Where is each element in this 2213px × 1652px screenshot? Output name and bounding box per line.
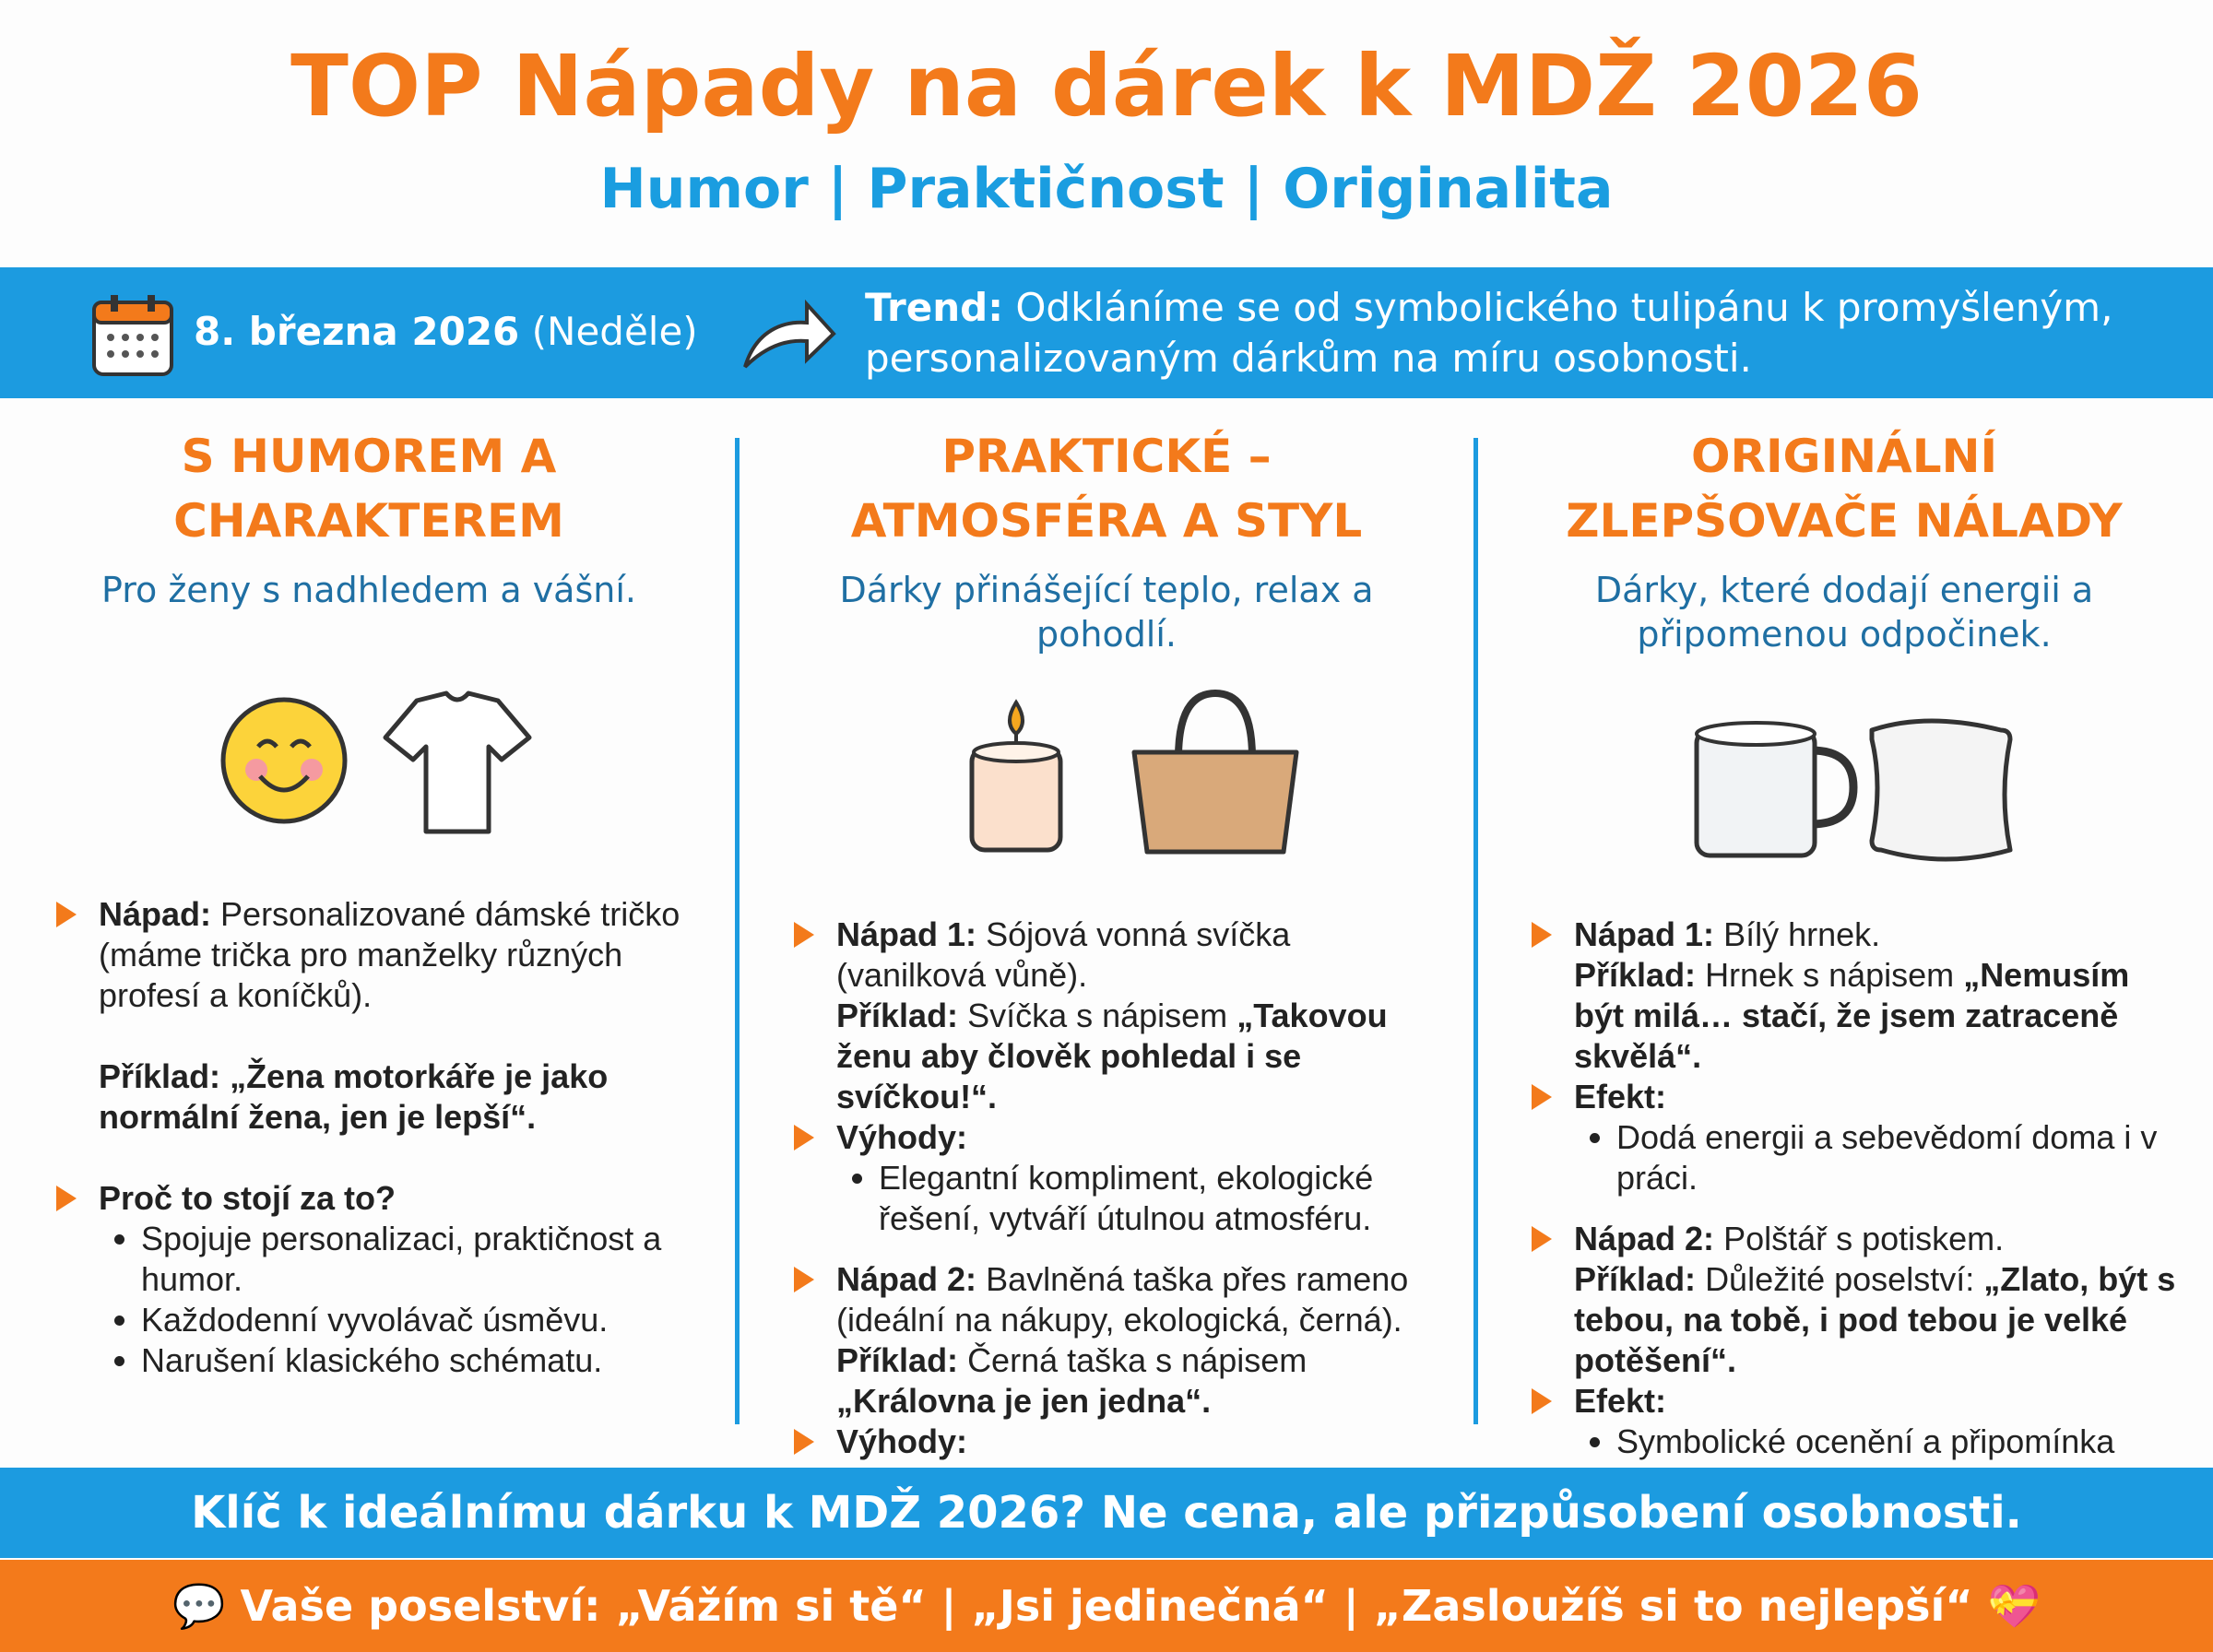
benefit-label: Výhody:: [794, 1422, 1448, 1462]
bullet: Každodenní vyvolávač úsměvu.: [141, 1300, 710, 1340]
example: Příklad: Černá taška s nápisem „Královna…: [836, 1340, 1448, 1422]
example-label: Příklad:: [99, 1057, 221, 1095]
icons: [969, 689, 1299, 855]
banner: [0, 267, 2213, 398]
idea-text: Sójová vonná svíčka (vanilková vůně).: [836, 915, 1291, 994]
idea-label: Nápad:: [99, 895, 212, 933]
column: PRAKTICKÉ – ATMOSFÉRA A STYL Dárky přináš…: [738, 424, 1475, 1541]
divider: [1473, 438, 1478, 1424]
column-subtitle: Dárky přinášející teplo, relax a pohodlí…: [839, 570, 1374, 655]
column-subtitle: Pro ženy s nadhledem a vášní.: [101, 570, 636, 610]
bullet: Elegantní kompliment, ekologické řešení,…: [879, 1158, 1448, 1239]
icons: [0, 655, 738, 867]
idea-text: Personalizované dámské tričko (máme trič…: [99, 895, 680, 1014]
calendar-icon: [92, 295, 173, 376]
arrow-icon: [743, 299, 836, 369]
trend-text: Odkláníme se od symbolického tulipánu k …: [865, 285, 2113, 381]
example-text: Hrnek s nápisem: [1705, 956, 1955, 994]
example-quote: „Nemusím být milá… stačí, že jsem zatrac…: [1574, 956, 2130, 1075]
benefit-label: Efekt:: [1532, 1077, 2185, 1117]
trend: Trend: Odkláníme se od symbolického tuli…: [865, 282, 2174, 384]
example-label: Příklad:: [836, 1341, 959, 1379]
benefit-label: Efekt:: [1532, 1381, 2185, 1422]
bullet: Spojuje personalizaci, praktičnost a hum…: [141, 1219, 710, 1300]
column-body: Nápad 1: Sójová vonná svíčka (vanilková …: [794, 914, 1448, 1543]
day: (Neděle): [531, 309, 698, 354]
idea: Nápad 1: Bílý hrnek.: [1532, 914, 2185, 955]
idea-text: Bílý hrnek.: [1723, 915, 1881, 953]
icons: [220, 690, 532, 834]
benefit-label: Výhody:: [794, 1117, 1448, 1158]
example-quote: „Žena motorkáře je jako normální žena, j…: [99, 1057, 609, 1136]
example: Příklad: Důležité poselství: „Zlato, být…: [1574, 1259, 2185, 1381]
example-quote: „Zlato, být s tebou, na tobě, i pod tebo…: [1574, 1260, 2176, 1379]
example-text: Svíčka s nápisem: [967, 997, 1228, 1034]
idea: Nápad 2: Polštář s potiskem.: [1532, 1219, 2185, 1259]
idea-label: Nápad 2:: [1574, 1220, 1715, 1257]
idea: Nápad: Personalizované dámské tričko (má…: [56, 894, 710, 1016]
message-label: Vaše poselství:: [240, 1581, 601, 1631]
example: Příklad: Svíčka s nápisem „Takovou ženu …: [836, 996, 1448, 1117]
idea: Nápad 2: Bavlněná taška přes rameno (ide…: [794, 1259, 1448, 1340]
example-label: Příklad:: [1574, 956, 1697, 994]
icons: [1475, 675, 2213, 887]
example-label: Příklad:: [836, 997, 959, 1034]
date-text: 8. března 2026: [194, 309, 520, 354]
bullet: Narušení klasického schématu.: [141, 1340, 710, 1381]
example: Příklad: „Žena motorkáře je jako normáln…: [99, 1056, 710, 1138]
example-quote: „Královna je jen jedna“.: [836, 1382, 1212, 1420]
column-title: ORIGINÁLNÍ ZLEPŠOVAČE NÁLADY: [1566, 430, 2123, 548]
column: S HUMOREM A CHARAKTEREM Pro ženy s nadhle…: [0, 424, 738, 1429]
example-quote: „Takovou ženu aby člověk pohledal i se s…: [836, 997, 1388, 1115]
icons: [738, 675, 1475, 887]
message-bar: 💬 Vaše poselství: „Vážím si tě“ | „Jsi j…: [0, 1560, 2213, 1652]
idea: Nápad 1: Sójová vonná svíčka (vanilková …: [794, 914, 1448, 996]
column-title: S HUMOREM A CHARAKTEREM: [173, 430, 564, 548]
benefit-label: Proč to stojí za to?: [56, 1178, 710, 1219]
column-body: Nápad 1: Bílý hrnek. Příklad: Hrnek s náp…: [1532, 914, 2185, 1503]
example-text: Černá taška s nápisem: [967, 1341, 1308, 1379]
key-bar: Klíč k ideálnímu dárku k MDŽ 2026? Ne ce…: [0, 1468, 2213, 1558]
date: 8. března 2026 (Neděle): [194, 309, 698, 354]
bullets: Dodá energii a sebevědomí doma i v práci…: [1574, 1117, 2185, 1198]
idea-text: Polštář s potiskem.: [1723, 1220, 2005, 1257]
idea-label: Nápad 1:: [836, 915, 977, 953]
idea-label: Nápad 2:: [836, 1260, 977, 1298]
divider: [735, 438, 740, 1424]
example-text: Důležité poselství:: [1705, 1260, 1975, 1298]
trend-label: Trend:: [865, 285, 1003, 330]
column: ORIGINÁLNÍ ZLEPŠOVAČE NÁLADY Dárky, které…: [1475, 424, 2213, 1501]
column-subtitle: Dárky, které dodají energii a připomenou…: [1594, 570, 2094, 655]
idea-text: Bavlněná taška přes rameno (ideální na n…: [836, 1260, 1409, 1339]
example-label: Příklad:: [1574, 1260, 1697, 1298]
bullets: Elegantní kompliment, ekologické řešení,…: [836, 1158, 1448, 1239]
bullet: Dodá energii a sebevědomí doma i v práci…: [1616, 1117, 2185, 1198]
idea-label: Nápad 1:: [1574, 915, 1715, 953]
title: TOP Nápady na dárek k MDŽ 2026: [290, 37, 1923, 136]
example: Příklad: Hrnek s nápisem „Nemusím být mi…: [1574, 955, 2185, 1077]
column-title: PRAKTICKÉ – ATMOSFÉRA A STYL: [850, 430, 1363, 548]
subtitle: Humor | Praktičnost | Originalita: [599, 157, 1614, 221]
column-body: Nápad: Personalizované dámské tričko (má…: [56, 894, 710, 1381]
icons: [1694, 718, 2013, 862]
bullets: Spojuje personalizaci, praktičnost a hum…: [99, 1219, 710, 1381]
message: „Vážím si tě“ | „Jsi jedinečná“ | „Zaslo…: [615, 1581, 1973, 1631]
